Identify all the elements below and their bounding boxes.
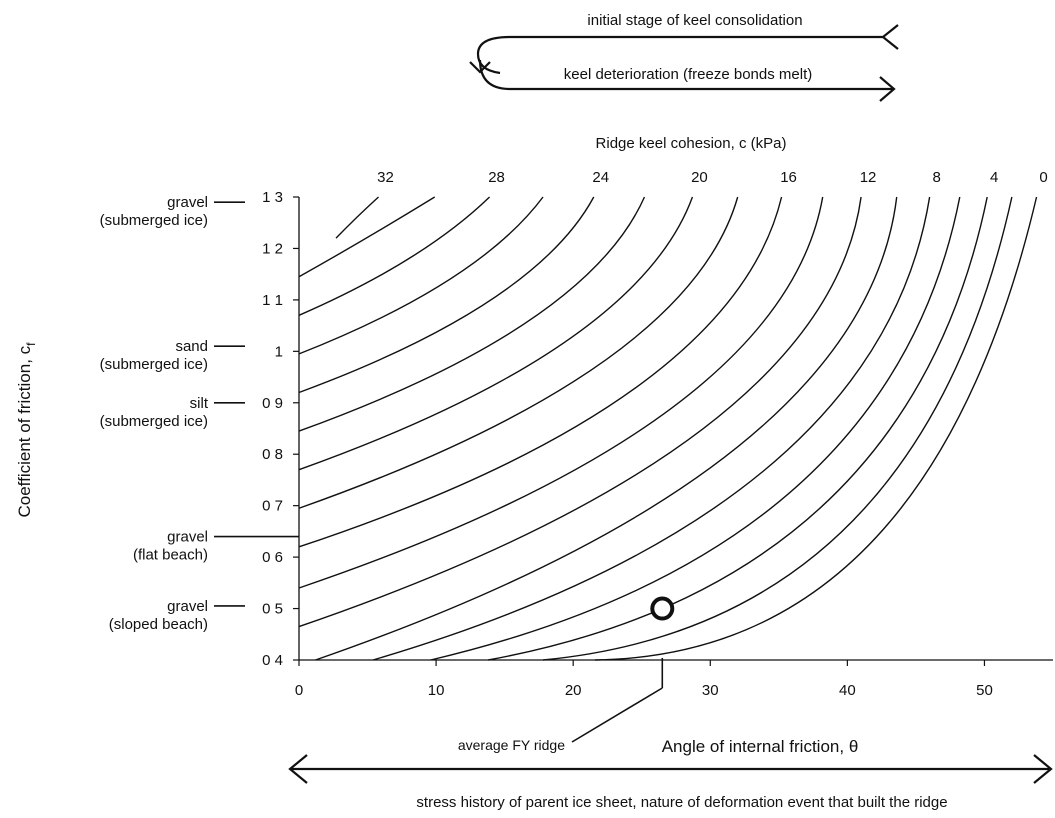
y-tick-label: 1 <box>275 343 283 360</box>
top-tick-label: 24 <box>592 169 609 186</box>
y-tick-label: 1 3 <box>262 189 283 206</box>
top-axis-ticks: 32 28 24 20 16 12 8 4 0 <box>377 169 1048 186</box>
contour-line-12 <box>372 196 931 661</box>
contour-line-14 <box>488 196 988 661</box>
bottom-arrow-label: stress history of parent ice sheet, natu… <box>416 794 947 811</box>
y-axis-label: Coefficient of friction, cf <box>15 342 38 518</box>
contour-line-8 <box>298 196 783 548</box>
contour-line-2 <box>298 196 491 316</box>
stress-arrowhead-right <box>1033 754 1053 784</box>
contour-line-1 <box>298 196 436 278</box>
x-tick-label: 20 <box>565 682 582 699</box>
top-tick-label: 12 <box>860 169 877 186</box>
y-axis-ticks: 0 4 0 5 0 6 0 7 0 8 0 9 1 1 1 1 2 1 3 <box>262 189 299 669</box>
annotation-condition: (sloped beach) <box>109 616 208 633</box>
consolidation-arrowhead-down <box>469 61 491 74</box>
contour-line-0 <box>335 196 379 239</box>
annotation-condition: (submerged ice) <box>100 212 208 229</box>
deterioration-arrow <box>478 59 893 91</box>
contour-line-5 <box>298 196 646 432</box>
top-axis-label: Ridge keel cohesion, c (kPa) <box>596 135 787 152</box>
point-leader-diagonal <box>571 687 663 743</box>
y-tick-label: 0 6 <box>262 549 283 566</box>
y-tick-label: 1 1 <box>262 292 283 309</box>
annotation-material: gravel <box>167 529 208 546</box>
top-tick-label: 8 <box>932 169 940 186</box>
annotation-material: sand <box>175 338 208 355</box>
material-annotations: gravel(submerged ice)sand(submerged ice)… <box>100 194 299 633</box>
y-tick-label: 0 5 <box>262 601 283 618</box>
x-tick-label: 10 <box>428 682 445 699</box>
top-tick-label: 16 <box>780 169 797 186</box>
annotation-material: silt <box>190 395 209 412</box>
stress-arrowhead-left <box>288 754 308 784</box>
x-tick-label: 50 <box>976 682 993 699</box>
stress-history-arrow <box>288 754 1053 784</box>
contour-line-6 <box>298 196 694 471</box>
contour-line-15 <box>542 196 1013 661</box>
x-tick-label: 40 <box>839 682 856 699</box>
contour-line-16 <box>595 196 1038 661</box>
process-arrows: initial stage of keel consolidation keel… <box>469 12 899 102</box>
contour-line-9 <box>298 196 824 589</box>
cohesion-contours <box>298 196 1038 661</box>
x-axis-ticks: 0 10 20 30 40 50 <box>295 660 993 699</box>
x-axis-label: Angle of internal friction, θ <box>662 737 859 756</box>
contour-line-10 <box>298 196 862 628</box>
average-ridge-point <box>650 596 675 621</box>
point-label: average FY ridge <box>458 737 565 753</box>
y-tick-label: 0 4 <box>262 652 283 669</box>
x-tick-label: 0 <box>295 682 303 699</box>
top-tick-label: 20 <box>691 169 708 186</box>
contour-line-11 <box>315 196 898 661</box>
y-tick-label: 1 2 <box>262 240 283 257</box>
y-tick-label: 0 8 <box>262 446 283 463</box>
y-tick-label: 0 7 <box>262 498 283 515</box>
annotation-material: gravel <box>167 194 208 211</box>
annotation-material: gravel <box>167 598 208 615</box>
consolidation-arrow <box>476 35 883 75</box>
y-tick-label: 0 9 <box>262 395 283 412</box>
annotation-condition: (submerged ice) <box>100 356 208 373</box>
consolidation-arrowhead-right <box>881 24 899 50</box>
top-tick-label: 4 <box>990 169 998 186</box>
contour-line-3 <box>298 196 544 355</box>
deterioration-arrowhead <box>879 76 896 102</box>
contour-line-13 <box>430 196 961 661</box>
annotation-condition: (submerged ice) <box>100 413 208 430</box>
average-ridge-marker <box>571 596 675 743</box>
top-tick-label: 32 <box>377 169 394 186</box>
consolidation-label: initial stage of keel consolidation <box>587 12 802 29</box>
annotation-condition: (flat beach) <box>133 547 208 564</box>
deterioration-label: keel deterioration (freeze bonds melt) <box>564 66 812 83</box>
top-tick-label: 28 <box>488 169 505 186</box>
contour-line-7 <box>298 196 739 509</box>
x-tick-label: 30 <box>702 682 719 699</box>
contour-line-4 <box>298 196 595 394</box>
top-tick-label: 0 <box>1039 169 1047 186</box>
